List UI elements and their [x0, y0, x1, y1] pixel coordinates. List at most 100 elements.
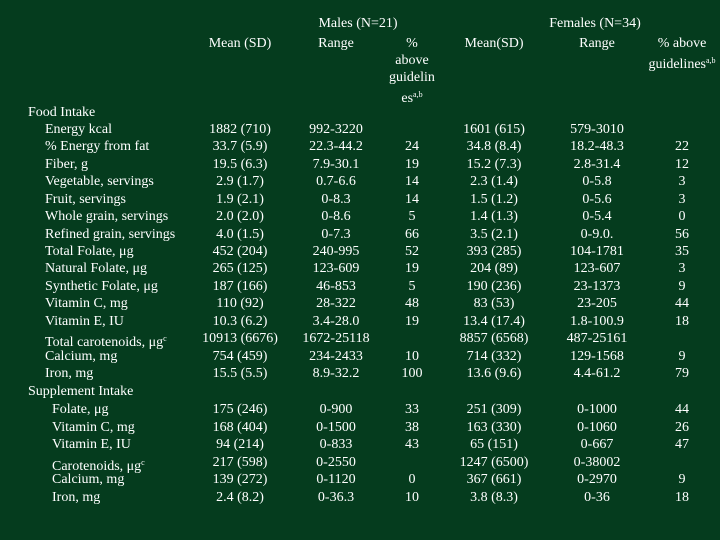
cell: 28-322 — [316, 295, 356, 312]
cell: 52 — [405, 243, 419, 260]
row-label-text: Iron, mg — [52, 490, 101, 505]
cell-text: 992-3220 — [309, 122, 363, 137]
cell-text: 0-667 — [580, 437, 614, 453]
footnote-mark: a,b — [413, 90, 423, 99]
cell: 1.5 (1.2) — [470, 191, 518, 208]
row-label-text: Fiber, g — [45, 156, 88, 172]
column-header: % above guidelinesa,b — [642, 35, 720, 73]
cell-text: 10913 (6676) — [202, 331, 278, 347]
cell: 0-833 — [320, 436, 353, 453]
footnote-mark: c — [141, 457, 145, 467]
cell-text: 240-995 — [312, 244, 360, 259]
cell: 0-2550 — [316, 454, 356, 471]
cell: 15.5 (5.5) — [213, 365, 268, 382]
cell-text: 1672-25118 — [302, 331, 370, 347]
cell-text: 104-1781 — [570, 244, 624, 259]
cell: 0-1120 — [316, 471, 355, 488]
cell-text: 1601 (615) — [463, 122, 525, 137]
cell-text: 24 — [405, 139, 419, 155]
cell-text: 7.9-30.1 — [312, 156, 360, 172]
cell: 168 (404) — [213, 419, 268, 436]
cell: 19 — [405, 313, 419, 330]
cell-text: 0-833 — [319, 437, 353, 453]
cell: 0-9.0. — [581, 226, 614, 243]
cell: 9 — [679, 348, 686, 365]
cell: 1.9 (2.1) — [216, 191, 264, 208]
footnote-mark: c — [163, 334, 167, 344]
cell-text: 3 — [678, 261, 686, 277]
males-header: Males (N=21) — [318, 16, 398, 31]
cell: 217 (598) — [213, 454, 268, 471]
cell-text: 1.4 (1.3) — [470, 209, 518, 225]
cell: 452 (204) — [213, 243, 268, 260]
cell-text: 18 — [675, 490, 689, 505]
cell-text: 18.2-48.3 — [570, 139, 624, 155]
cell-text: 0-2550 — [316, 454, 356, 470]
cell: 3 — [679, 260, 686, 277]
cell-text: 0-8.3 — [321, 191, 351, 207]
cell-text: 12 — [675, 156, 689, 172]
cell-text: 0-36.3 — [317, 490, 355, 505]
cell: 7.9-30.1 — [313, 156, 360, 173]
cell-text: 56 — [675, 226, 689, 242]
cell: 3 — [679, 173, 686, 190]
row-label: Calcium, mg — [45, 348, 117, 365]
cell: 129-1568 — [570, 348, 624, 365]
cell: 123-609 — [313, 260, 360, 277]
cell-text: 52 — [405, 244, 419, 259]
cell-text: 0-36 — [584, 490, 610, 505]
row-label-text: Calcium, mg — [52, 472, 125, 488]
cell-text: 2.4 (8.2) — [216, 490, 264, 505]
cell-text: 217 (598) — [212, 454, 268, 470]
cell: 1.8-100.9 — [570, 313, 624, 330]
cell-text: 0-5.8 — [582, 174, 612, 190]
row-label-text: Vegetable, servings — [45, 174, 154, 190]
row-label: Vitamin C, mg — [52, 419, 135, 436]
cell-text: 44 — [675, 296, 689, 312]
cell: 0-5.8 — [582, 173, 611, 190]
cell: 2.3 (1.4) — [470, 173, 518, 190]
cell: 3.8 (8.3) — [470, 489, 518, 506]
cell-text: 10 — [405, 490, 419, 505]
cell-text: 19.5 (6.3) — [212, 156, 268, 172]
cell-text: 367 (661) — [466, 472, 522, 488]
cell: 0-7.3 — [321, 226, 350, 243]
cell: 9 — [679, 278, 686, 295]
section-title: Food Intake — [28, 104, 95, 121]
cell-text: 79 — [675, 366, 689, 382]
cell-text: 452 (204) — [212, 244, 268, 259]
cell: 187 (166) — [213, 278, 268, 295]
cell: 240-995 — [313, 243, 360, 260]
section-title-text: Food Intake — [28, 105, 96, 120]
row-label: Whole grain, servings — [45, 208, 168, 225]
cell-text: 0.7-6.6 — [316, 174, 356, 190]
cell: 0-667 — [581, 436, 614, 453]
cell-text: 33 — [405, 402, 419, 417]
cell: 2.4 (8.2) — [216, 489, 264, 506]
cell: 33.7 (5.9) — [213, 138, 268, 155]
cell-text: 38 — [405, 419, 419, 435]
cell-text: 1.5 (1.2) — [470, 191, 518, 207]
cell: 0-5.4 — [582, 208, 611, 225]
cell: 83 (53) — [474, 295, 515, 312]
row-label-text: Folate, μg — [52, 402, 109, 417]
cell: 0-1060 — [577, 419, 617, 436]
cell-text: 44 — [675, 402, 689, 417]
cell: 0-2970 — [577, 471, 617, 488]
cell-text: 15.5 (5.5) — [212, 366, 268, 382]
cell: 38 — [405, 419, 419, 436]
cell: 175 (246) — [213, 401, 268, 418]
cell: 0-1000 — [577, 401, 617, 418]
cell: 43 — [405, 436, 419, 453]
row-label-text: Vitamin C, mg — [52, 419, 135, 435]
cell: 0-8.3 — [321, 191, 350, 208]
cell-text: 1247 (6500) — [459, 454, 529, 470]
cell-text: 175 (246) — [212, 402, 268, 417]
cell: 0-36 — [584, 489, 610, 506]
cell-text: 14 — [405, 174, 419, 190]
cell: 487-25161 — [567, 330, 628, 347]
row-label: Vitamin E, IU — [45, 313, 124, 330]
cell-text: 43 — [405, 437, 419, 453]
cell-text: 23-1373 — [573, 278, 621, 294]
cell-text: 100 — [401, 366, 423, 382]
